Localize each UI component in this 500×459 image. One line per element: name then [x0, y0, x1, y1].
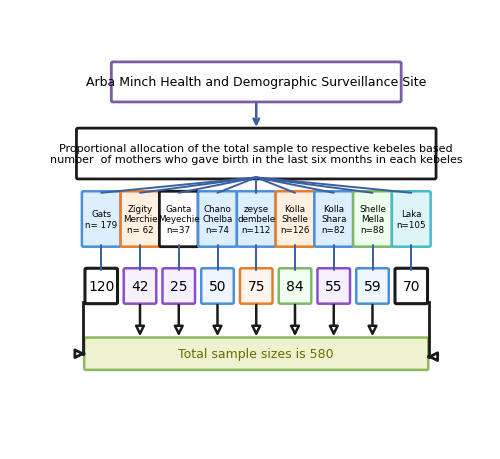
FancyBboxPatch shape	[201, 269, 234, 304]
Text: 25: 25	[170, 280, 188, 293]
FancyBboxPatch shape	[112, 63, 401, 103]
Text: Total sample sizes is 580: Total sample sizes is 580	[178, 347, 334, 360]
FancyBboxPatch shape	[356, 269, 389, 304]
FancyBboxPatch shape	[276, 192, 314, 247]
Text: 84: 84	[286, 280, 304, 293]
Text: 120: 120	[88, 280, 115, 293]
FancyBboxPatch shape	[318, 269, 350, 304]
Text: Laka
n=105: Laka n=105	[396, 210, 426, 229]
Text: Ganta
Meyechie
n=37: Ganta Meyechie n=37	[158, 205, 200, 235]
Text: Zigity
Merchie
n= 62: Zigity Merchie n= 62	[123, 205, 157, 235]
FancyBboxPatch shape	[353, 192, 392, 247]
Text: 75: 75	[248, 280, 265, 293]
FancyBboxPatch shape	[392, 192, 430, 247]
Text: Shelle
Mella
n=88: Shelle Mella n=88	[359, 205, 386, 235]
FancyBboxPatch shape	[76, 129, 436, 179]
FancyBboxPatch shape	[82, 192, 120, 247]
FancyBboxPatch shape	[237, 192, 276, 247]
FancyBboxPatch shape	[160, 192, 198, 247]
FancyBboxPatch shape	[84, 338, 428, 370]
FancyBboxPatch shape	[85, 269, 117, 304]
Text: 55: 55	[325, 280, 342, 293]
Text: Gats
n= 179: Gats n= 179	[85, 210, 117, 229]
Text: Kolla
Shara
n=82: Kolla Shara n=82	[321, 205, 346, 235]
FancyBboxPatch shape	[240, 269, 272, 304]
Text: Chano
Chelba
n=74: Chano Chelba n=74	[202, 205, 232, 235]
Text: zeyse
dembele
n=112: zeyse dembele n=112	[237, 205, 276, 235]
Text: Arba Minch Health and Demographic Surveillance Site: Arba Minch Health and Demographic Survei…	[86, 76, 426, 89]
FancyBboxPatch shape	[120, 192, 160, 247]
FancyBboxPatch shape	[278, 269, 312, 304]
FancyBboxPatch shape	[314, 192, 353, 247]
FancyBboxPatch shape	[395, 269, 428, 304]
Text: 59: 59	[364, 280, 382, 293]
Text: 70: 70	[402, 280, 420, 293]
FancyBboxPatch shape	[124, 269, 156, 304]
FancyBboxPatch shape	[198, 192, 237, 247]
Text: 42: 42	[131, 280, 149, 293]
Text: 50: 50	[209, 280, 226, 293]
Text: Kolla
Shelle
n=126: Kolla Shelle n=126	[280, 205, 310, 235]
Text: Proportional allocation of the total sample to respective kebeles based
number  : Proportional allocation of the total sam…	[50, 143, 463, 165]
FancyBboxPatch shape	[162, 269, 195, 304]
